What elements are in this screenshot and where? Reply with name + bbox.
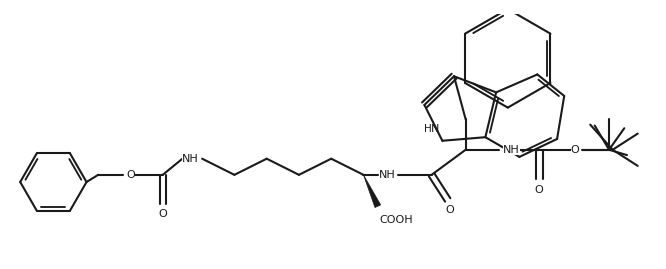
Polygon shape: [364, 175, 381, 207]
Text: COOH: COOH: [380, 215, 413, 225]
Text: H: H: [424, 125, 432, 134]
Text: O: O: [445, 205, 454, 215]
Text: O: O: [535, 185, 543, 195]
Text: NH: NH: [379, 170, 396, 180]
Text: NH: NH: [503, 145, 520, 155]
Text: N: N: [430, 125, 439, 134]
Text: NH: NH: [182, 154, 198, 164]
Text: O: O: [571, 145, 579, 155]
Text: O: O: [126, 170, 135, 180]
Text: O: O: [159, 209, 167, 219]
